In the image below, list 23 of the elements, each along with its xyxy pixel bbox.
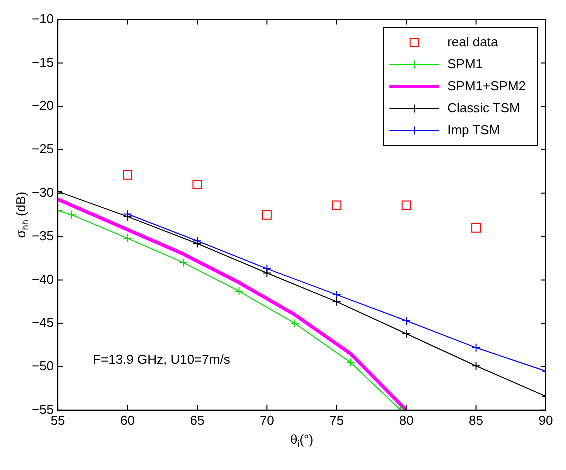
y-tick-label: −40 xyxy=(32,272,54,287)
x-tick-label: 75 xyxy=(330,412,344,428)
legend-label: SPM1 xyxy=(448,56,484,72)
legend-label: real data xyxy=(448,34,499,50)
y-tick-label: −50 xyxy=(32,358,54,374)
y-axis-title: σhh (dB) xyxy=(14,192,30,238)
y-tick-label: −25 xyxy=(32,142,54,157)
y-tick-label: −45 xyxy=(32,315,54,330)
x-tick-label: 60 xyxy=(120,412,135,428)
y-tick-label: −10 xyxy=(32,11,54,26)
x-tick-label: 85 xyxy=(469,412,484,428)
x-tick-label: 90 xyxy=(538,412,554,428)
legend-label: Classic TSM xyxy=(448,100,520,116)
annotation: F=13.9 GHz, U10=7m/s xyxy=(93,352,231,367)
x-tick-label: 70 xyxy=(260,412,274,428)
legend-label: SPM1+SPM2 xyxy=(448,78,526,94)
y-tick-label: −35 xyxy=(32,228,54,244)
x-tick-label: 65 xyxy=(190,412,205,428)
y-tick-label: −15 xyxy=(32,54,54,70)
legend-label: Imp TSM xyxy=(448,122,500,138)
x-tick-label: 80 xyxy=(399,412,414,428)
y-tick-label: −30 xyxy=(32,184,54,200)
y-tick-label: −20 xyxy=(32,98,54,114)
